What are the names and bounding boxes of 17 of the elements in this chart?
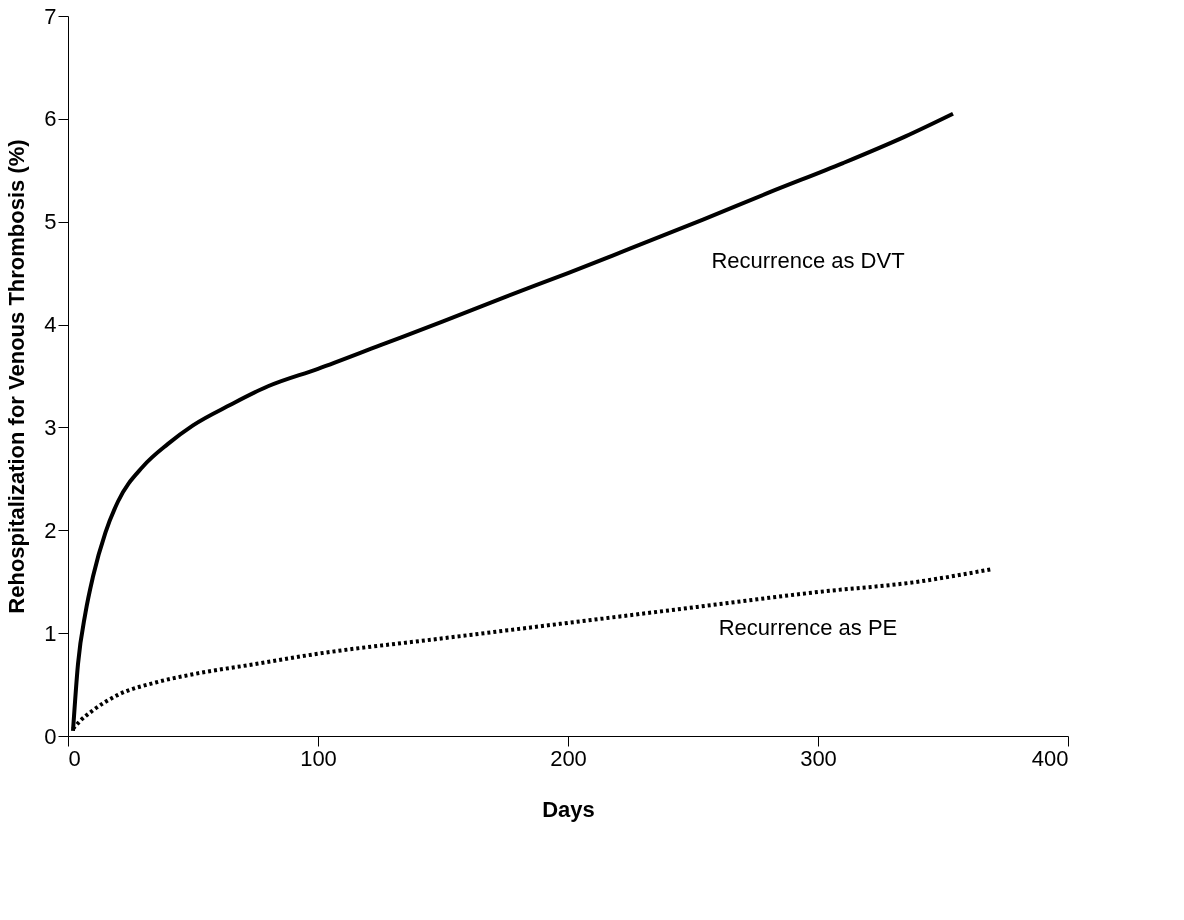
x-tick-label: 300	[800, 745, 837, 771]
annotation: Recurrence as DVT	[711, 247, 905, 273]
x-tick-label: 200	[550, 745, 587, 771]
annotation: Recurrence as PE	[718, 615, 898, 640]
y-axis-title: Rehospitalization for Venous Thrombosis (%)	[4, 139, 30, 614]
x-axis-title: Days	[542, 796, 595, 822]
y-tick-label: 4	[44, 312, 57, 338]
y-tick-label: 5	[44, 209, 57, 235]
y-tick-label: 7	[44, 3, 57, 29]
x-tick-label: 100	[300, 745, 337, 771]
y-tick-label: 0	[44, 723, 57, 749]
x-tick-label: 0	[68, 745, 81, 771]
y-tick-label: 3	[44, 414, 57, 440]
y-tick-label: 2	[44, 517, 57, 543]
x-tick-label: 400	[1031, 745, 1069, 771]
y-tick-label: 6	[44, 106, 57, 132]
y-tick-label: 1	[44, 620, 57, 646]
